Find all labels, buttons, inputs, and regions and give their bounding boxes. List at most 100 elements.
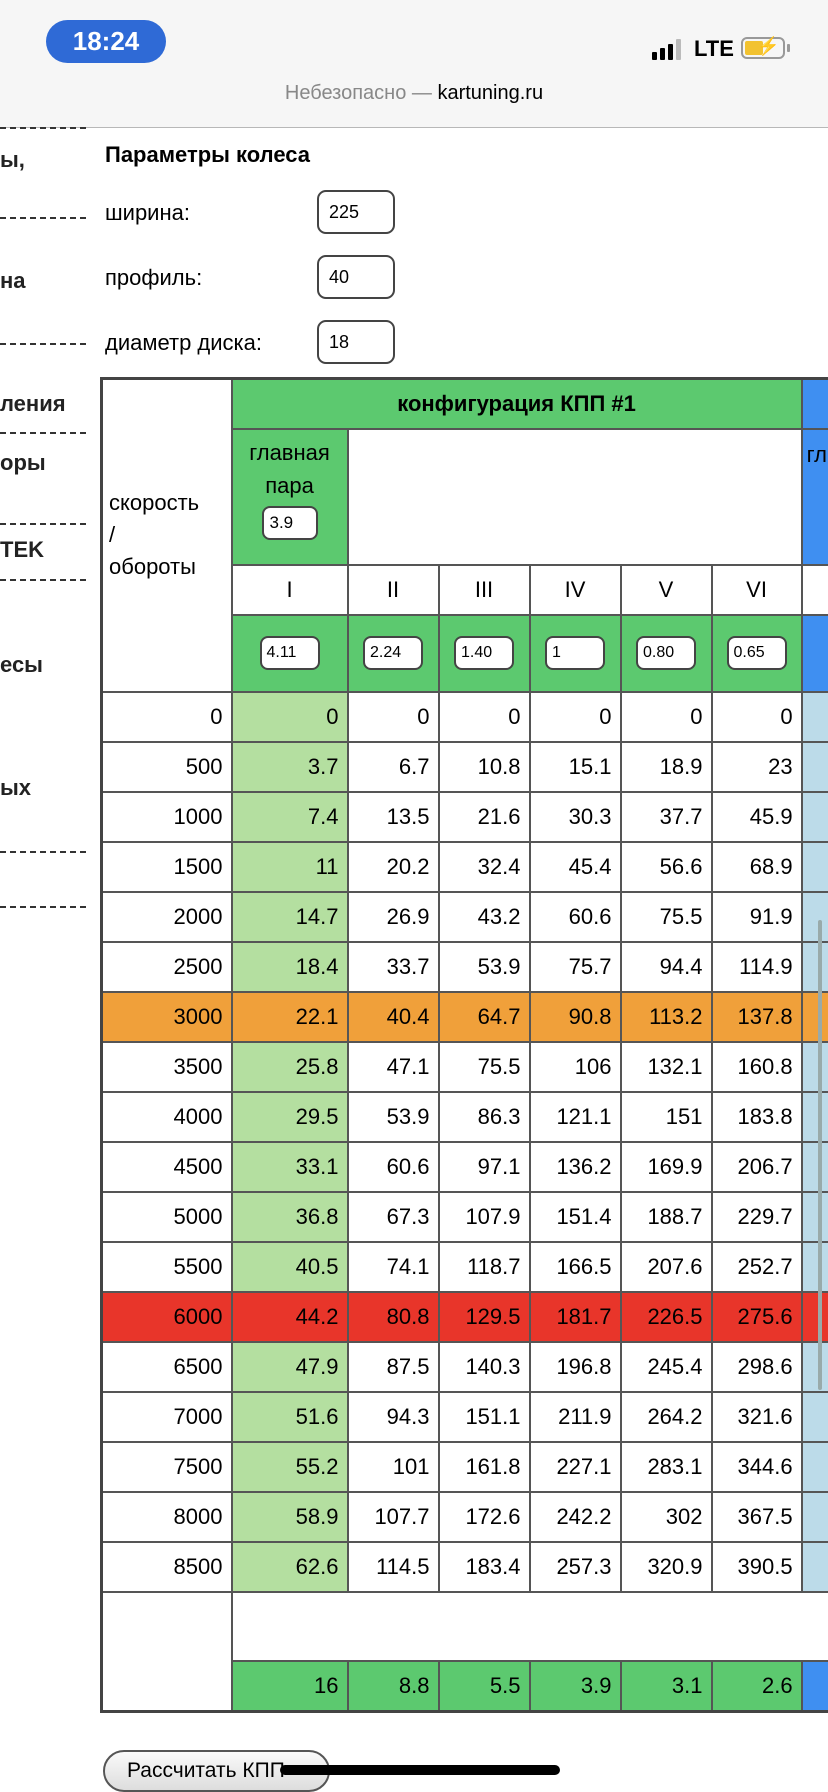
- speed-cell: 137.8: [710, 990, 803, 1043]
- gear-ratio-input[interactable]: 0.80: [636, 636, 696, 670]
- speed-cell: 188.7: [619, 1190, 713, 1243]
- rpm-cell: 4000: [100, 1090, 233, 1143]
- speed-cell: 23: [710, 740, 803, 793]
- gear-ratio-input[interactable]: 4.11: [259, 636, 320, 670]
- speed-cell: 7.4: [230, 790, 349, 843]
- sidebar-link[interactable]: TEK: [0, 537, 44, 562]
- sidebar-divider: [0, 217, 86, 219]
- gear-ratio-input[interactable]: 2.24: [363, 636, 423, 670]
- sidebar-link[interactable]: на: [0, 268, 26, 293]
- rpm-cell: 2000: [100, 890, 233, 943]
- sidebar-link[interactable]: есы: [0, 652, 43, 677]
- next-gear-header: [800, 563, 828, 616]
- speed-cell: 94.3: [346, 1390, 440, 1443]
- table-row: 1000 7.4 13.5 21.6 30.3 37.7 45.9: [100, 790, 828, 843]
- speed-cell: 275.6: [710, 1290, 803, 1343]
- next-config-title: [800, 377, 828, 430]
- browser-top-bar: 18:24 LTE ⚡ Небезопасно — kartuning.ru: [0, 0, 828, 128]
- speed-cell: 97.1: [437, 1140, 531, 1193]
- speed-cell: 113.2: [619, 990, 713, 1043]
- speed-cell: 13.5: [346, 790, 440, 843]
- speed-cell: 15.1: [528, 740, 622, 793]
- table-row: 6500 47.9 87.5 140.3 196.8 245.4 298.6: [100, 1340, 828, 1393]
- home-indicator: [280, 1765, 560, 1775]
- sidebar-link[interactable]: ы,: [0, 147, 25, 172]
- profile-input[interactable]: [317, 255, 395, 299]
- speed-cell: 75.7: [528, 940, 622, 993]
- speed-cell: 33.7: [346, 940, 440, 993]
- speed-cell: 62.6: [230, 1540, 349, 1593]
- main-pair-input[interactable]: [261, 505, 318, 540]
- gear-ratio-input[interactable]: 0.65: [726, 636, 787, 670]
- speed-cell: 3.7: [230, 740, 349, 793]
- speed-cell: 390.5: [710, 1540, 803, 1593]
- speed-cell: 181.7: [528, 1290, 622, 1343]
- speed-cell: 74.1: [346, 1240, 440, 1293]
- speed-cell: 10.8: [437, 740, 531, 793]
- speed-cell: 25.8: [230, 1040, 349, 1093]
- next-speed-cell: [800, 840, 828, 893]
- footer-value: 2.6: [710, 1659, 803, 1713]
- sidebar-divider: [0, 343, 86, 345]
- wheel-params-title: Параметры колеса: [105, 142, 311, 167]
- domain: kartuning.ru: [437, 82, 544, 104]
- gear-header: IV: [528, 563, 622, 616]
- speed-cell: 160.8: [710, 1040, 803, 1093]
- speed-cell: 53.9: [437, 940, 531, 993]
- gear-ratio-cell: 0.80: [619, 613, 713, 693]
- speed-cell: 211.9: [528, 1390, 622, 1443]
- table-row: 2500 18.4 33.7 53.9 75.7 94.4 114.9: [100, 940, 828, 993]
- corner-label: скорость: [109, 490, 200, 516]
- rpm-cell: 500: [100, 740, 233, 793]
- speed-cell: 32.4: [437, 840, 531, 893]
- speed-cell: 207.6: [619, 1240, 713, 1293]
- table-row: 500 3.7 6.7 10.8 15.1 18.9 23: [100, 740, 828, 793]
- footer-value: 5.5: [437, 1659, 531, 1713]
- speed-cell: 0: [230, 690, 349, 743]
- table-row: 8000 58.9 107.7 172.6 242.2 302 367.5: [100, 1490, 828, 1543]
- next-speed-cell: [800, 1340, 828, 1393]
- width-input[interactable]: [317, 190, 395, 234]
- speed-cell: 140.3: [437, 1340, 531, 1393]
- sidebar-link[interactable]: ления: [0, 391, 66, 416]
- speed-cell: 245.4: [619, 1340, 713, 1393]
- speed-cell: 64.7: [437, 990, 531, 1043]
- footer-corner: [100, 1590, 233, 1713]
- gear-ratio-input[interactable]: 1.40: [454, 636, 514, 670]
- table-row: 1500 11 20.2 32.4 45.4 56.6 68.9: [100, 840, 828, 893]
- rpm-cell: 5000: [100, 1190, 233, 1243]
- speed-cell: 51.6: [230, 1390, 349, 1443]
- sidebar-divider: [0, 523, 86, 525]
- speed-cell: 257.3: [528, 1540, 622, 1593]
- sidebar-link[interactable]: ых: [0, 775, 32, 800]
- speed-cell: 321.6: [710, 1390, 803, 1443]
- scrollbar[interactable]: [818, 920, 822, 1390]
- rpm-cell: 8500: [100, 1540, 233, 1593]
- speed-cell: 367.5: [710, 1490, 803, 1543]
- table-row: 7000 51.6 94.3 151.1 211.9 264.2 321.6: [100, 1390, 828, 1443]
- speed-cell: 36.8: [230, 1190, 349, 1243]
- speed-cell: 45.9: [710, 790, 803, 843]
- speed-cell: 56.6: [619, 840, 713, 893]
- speed-cell: 121.1: [528, 1090, 622, 1143]
- rpm-cell: 3500: [100, 1040, 233, 1093]
- speed-cell: 30.3: [528, 790, 622, 843]
- speed-cell: 183.4: [437, 1540, 531, 1593]
- gear-ratio-input[interactable]: 1: [545, 636, 605, 670]
- gearbox-table: скорость / обороты конфигурация КПП #1 г…: [100, 377, 828, 1713]
- address-bar[interactable]: Небезопасно — kartuning.ru: [0, 82, 828, 105]
- sidebar-link[interactable]: оры: [0, 450, 46, 475]
- speed-cell: 114.5: [346, 1540, 440, 1593]
- next-speed-cell: [800, 1190, 828, 1243]
- diameter-input[interactable]: [317, 320, 395, 364]
- speed-cell: 40.5: [230, 1240, 349, 1293]
- next-speed-cell: [800, 990, 828, 1043]
- gear-ratio-cell: 0.65: [710, 613, 803, 693]
- speed-cell: 80.8: [346, 1290, 440, 1343]
- rpm-cell: 7500: [100, 1440, 233, 1493]
- speed-cell: 283.1: [619, 1440, 713, 1493]
- speed-cell: 302: [619, 1490, 713, 1543]
- width-label: ширина:: [105, 200, 190, 225]
- speed-cell: 68.9: [710, 840, 803, 893]
- speed-rpm-header: скорость / обороты: [100, 377, 233, 693]
